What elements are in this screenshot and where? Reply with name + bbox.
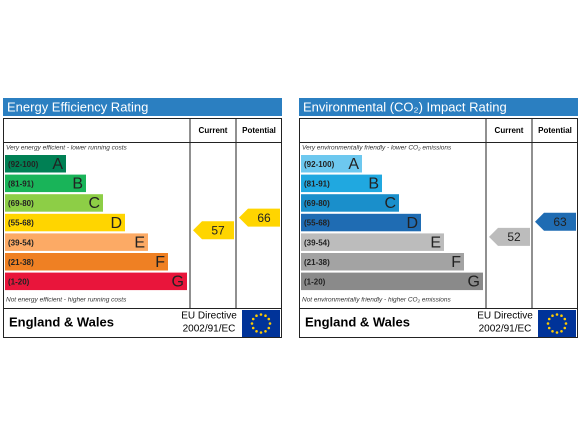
- eu-star: [259, 313, 263, 316]
- header-potential: Potential: [538, 126, 572, 135]
- band-bar: [301, 174, 382, 193]
- band-range: (81-91): [8, 179, 34, 188]
- eu-star: [251, 326, 255, 330]
- eu-star: [560, 314, 563, 318]
- rating-value: 66: [257, 211, 271, 225]
- top-note: Very energy efficient - lower running co…: [6, 145, 128, 152]
- band-range: (21-38): [304, 258, 330, 267]
- band-bar: [301, 233, 444, 251]
- band-range: (55-68): [8, 219, 34, 228]
- band-bar: [5, 233, 148, 251]
- band-range: (1-20): [304, 277, 326, 286]
- bottom-note: Not environmentally friendly - higher CO…: [302, 297, 452, 304]
- band-letter: E: [430, 234, 441, 251]
- eu-star: [547, 326, 551, 330]
- rating-value: 63: [553, 215, 567, 229]
- eu-star: [267, 317, 271, 321]
- band-bar: [301, 213, 421, 232]
- band-letter: D: [110, 215, 122, 232]
- rating-value: 52: [507, 230, 521, 244]
- band-letter: E: [134, 234, 145, 251]
- eu-star: [255, 329, 258, 333]
- eu-star: [259, 331, 263, 334]
- band-bar: [5, 194, 103, 212]
- band-range: (69-80): [8, 199, 34, 208]
- band-bar: [5, 174, 86, 193]
- rating-arrow: [193, 221, 234, 240]
- band-bar: [5, 213, 125, 232]
- footer-region: England & Wales: [9, 314, 114, 329]
- eu-star: [564, 322, 568, 325]
- band-letter: G: [172, 274, 184, 291]
- band-range: (92-100): [8, 160, 39, 169]
- eu-star: [560, 329, 563, 333]
- band-letter: B: [368, 176, 379, 193]
- band-bar: [5, 272, 187, 291]
- rating-arrow: [239, 208, 280, 227]
- band-letter: A: [348, 156, 359, 173]
- band-bar: [301, 253, 464, 271]
- title-bar: [299, 98, 578, 116]
- band-letter: D: [406, 215, 418, 232]
- header-potential: Potential: [242, 126, 276, 135]
- panel-frame: [299, 118, 578, 338]
- footer-directive: 2002/91/EC: [479, 324, 532, 335]
- band-letter: B: [72, 176, 83, 193]
- rating-value: 57: [211, 223, 225, 237]
- band-bar: [5, 253, 168, 271]
- band-range: (81-91): [304, 179, 330, 188]
- band-range: (39-54): [304, 238, 330, 247]
- band-letter: C: [88, 195, 100, 212]
- band-range: (21-38): [8, 258, 34, 267]
- eu-star: [267, 326, 271, 330]
- eu-star: [563, 317, 567, 321]
- band-range: (55-68): [304, 219, 330, 228]
- band-letter: A: [52, 156, 63, 173]
- rating-arrow: [535, 212, 576, 231]
- eu-star: [268, 322, 272, 325]
- panel-title: Environmental (CO₂) Impact Rating: [303, 99, 507, 114]
- band-letter: F: [451, 254, 461, 271]
- eu-star: [547, 317, 551, 321]
- rating-arrow: [489, 227, 530, 246]
- band-range: (92-100): [304, 160, 335, 169]
- eu-star: [264, 314, 267, 318]
- bottom-note: Not energy efficient - higher running co…: [6, 297, 127, 304]
- band-letter: G: [468, 274, 480, 291]
- band-range: (39-54): [8, 238, 34, 247]
- band-range: (1-20): [8, 277, 30, 286]
- eu-star: [251, 317, 255, 321]
- eu-star: [551, 329, 554, 333]
- eu-star: [551, 314, 554, 318]
- band-letter: C: [384, 195, 396, 212]
- eu-star: [546, 322, 550, 325]
- band-range: (69-80): [304, 199, 330, 208]
- band-bar: [301, 194, 399, 212]
- band-bar: [5, 155, 66, 173]
- eu-star: [255, 314, 258, 318]
- footer-directive: EU Directive: [181, 311, 237, 322]
- panel-frame: [3, 118, 282, 338]
- eu-star: [555, 331, 559, 334]
- header-current: Current: [199, 126, 228, 135]
- footer-directive: 2002/91/EC: [183, 324, 236, 335]
- band-bar: [301, 155, 362, 173]
- footer-region: England & Wales: [305, 314, 410, 329]
- band-letter: F: [155, 254, 165, 271]
- panel-title: Energy Efficiency Rating: [7, 99, 148, 114]
- eu-star: [250, 322, 254, 325]
- band-bar: [301, 272, 483, 291]
- footer-directive: EU Directive: [477, 311, 533, 322]
- eu-star: [264, 329, 267, 333]
- eu-star: [563, 326, 567, 330]
- header-current: Current: [495, 126, 524, 135]
- title-bar: [3, 98, 282, 116]
- eu-star: [555, 313, 559, 316]
- top-note: Very environmentally friendly - lower CO…: [302, 145, 452, 152]
